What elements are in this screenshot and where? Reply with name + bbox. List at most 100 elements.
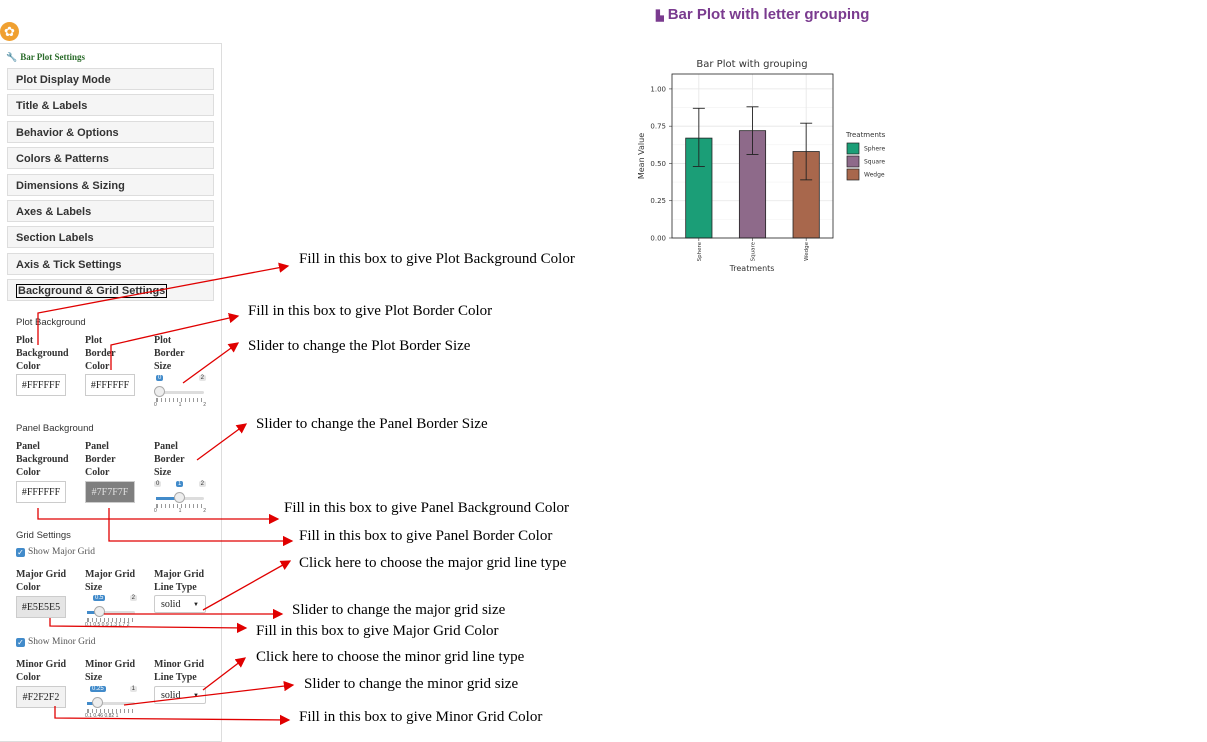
arrow-minor-size: [123, 680, 295, 706]
accordion-title-labels[interactable]: Title & Labels: [7, 94, 214, 116]
slider-max: 2: [198, 481, 206, 487]
accordion-section-labels[interactable]: Section Labels: [7, 226, 214, 248]
x-tick-label: Sphere: [697, 241, 703, 261]
major-grid-color-label: Major Grid Color: [16, 569, 67, 593]
panel-border-color-input[interactable]: #7F7F7F: [85, 481, 135, 503]
grid-settings-section-label: Grid Settings: [16, 530, 71, 541]
bar-chart: Bar Plot with grouping Mean Value Treatm…: [637, 59, 886, 273]
accordion-background-grid-settings[interactable]: Background & Grid Settings: [7, 279, 214, 301]
panel-border: [671, 73, 834, 239]
x-tick-label: Wedge: [804, 241, 810, 260]
annotation-minor-size: Slider to change the minor grid size: [304, 676, 519, 692]
minor-grid-line-type-label: Minor Grid Line Type: [154, 659, 205, 683]
chart-y-axis-label: Mean Value: [637, 133, 646, 179]
slider-ticks: [156, 398, 204, 402]
legend-label-square: Square: [864, 159, 885, 166]
show-major-grid-checkbox[interactable]: ✓ Show Major Grid: [16, 547, 96, 557]
annotation-plot-bg: Fill in this box to give Plot Background…: [299, 251, 575, 267]
panel-border-color-label: Panel Border Color: [85, 441, 116, 478]
arrow-plot-border-size: [182, 342, 240, 384]
slider-track: [87, 702, 135, 705]
bar-wedge: [792, 151, 820, 239]
annotation-panel-border-size: Slider to change the Panel Border Size: [256, 416, 488, 432]
legend-key-sphere: [846, 142, 860, 155]
slider-handle[interactable]: [174, 492, 185, 503]
minor-grid-size-slider[interactable]: 0.25 1 0.1 0.46 0.82 1: [85, 686, 137, 728]
legend-title: Treatments: [845, 131, 886, 139]
minor-grid-color-input[interactable]: #F2F2F2: [16, 686, 66, 708]
arrow-panel-border: [108, 508, 294, 547]
y-tick-label: 0.00: [650, 235, 666, 243]
slider-handle[interactable]: [92, 697, 103, 708]
accordion-axes-labels[interactable]: Axes & Labels: [7, 200, 214, 222]
major-grid-size-label: Major Grid Size: [85, 569, 136, 593]
chart-title: Bar Plot with grouping: [696, 59, 807, 70]
panel-bg-color-label: Panel Background Color: [16, 441, 69, 478]
slider-fill: [87, 611, 99, 614]
plot-border-color-label: Plot Border Color: [85, 335, 116, 372]
slider-value: 0.5: [93, 595, 106, 601]
slider-track: [87, 611, 135, 614]
slider-fill: [156, 497, 180, 500]
arrow-panel-border-size: [196, 423, 248, 461]
checkbox-check-icon[interactable]: ✓: [16, 638, 25, 647]
annotation-major-size: Slider to change the major grid size: [292, 602, 506, 618]
plot-bg-color-label: Plot Background Color: [16, 335, 69, 372]
checkbox-check-icon[interactable]: ✓: [16, 548, 25, 557]
settings-sidebar: 🔧 Bar Plot Settings Plot Display Mode Tit…: [0, 43, 222, 742]
bar-chart-icon: ▙: [656, 11, 664, 22]
legend-key-square: [846, 155, 860, 168]
accordion-axis-tick-settings[interactable]: Axis & Tick Settings: [7, 253, 214, 275]
y-tick-label: 0.50: [650, 160, 666, 168]
arrow-minor-type: [202, 657, 247, 691]
legend-label-wedge: Wedge: [864, 172, 885, 179]
y-tick-label: 0.25: [650, 197, 666, 205]
accordion-colors-patterns[interactable]: Colors & Patterns: [7, 147, 214, 169]
annotation-major-color: Fill in this box to give Major Grid Colo…: [256, 623, 499, 639]
accordion-dimensions-sizing[interactable]: Dimensions & Sizing: [7, 174, 214, 196]
arrow-panel-bg: [37, 508, 280, 525]
slider-max: 1: [129, 686, 137, 692]
legend-key-wedge: [846, 168, 860, 181]
annotation-panel-bg: Fill in this box to give Panel Backgroun…: [284, 500, 569, 516]
arrow-plot-bg: [37, 262, 290, 345]
y-tick-label: 0.75: [650, 123, 666, 131]
settings-gear-icon[interactable]: ✿: [0, 22, 19, 41]
show-minor-grid-checkbox[interactable]: ✓ Show Minor Grid: [16, 637, 96, 647]
major-grid-line-type-select[interactable]: solid ▼: [154, 595, 206, 613]
plot-bg-color-input[interactable]: #FFFFFF: [16, 374, 66, 396]
annotation-major-type: Click here to choose the major grid line…: [299, 555, 567, 571]
slider-handle[interactable]: [94, 606, 105, 617]
arrow-plot-border: [110, 312, 240, 370]
major-grid-size-slider[interactable]: 0.5 2 0.1 0.5 0.9 1.3 1.7 2: [85, 595, 137, 637]
major-grid-color-input[interactable]: #E5E5E5: [16, 596, 66, 618]
arrow-major-color: [49, 618, 248, 634]
slider-value: 0: [156, 375, 164, 381]
slider-value: 1: [176, 481, 184, 487]
slider-min: 0: [154, 481, 162, 487]
slider-ticks: [156, 504, 204, 508]
sidebar-header: 🔧 Bar Plot Settings: [6, 52, 86, 62]
slider-max: 2: [129, 595, 137, 601]
plot-background-section-label: Plot Background: [16, 317, 86, 328]
slider-handle[interactable]: [154, 386, 165, 397]
panel-border-size-label: Panel Border Size: [154, 441, 185, 478]
chevron-down-icon: ▼: [193, 602, 199, 608]
accordion-plot-display-mode[interactable]: Plot Display Mode: [7, 68, 214, 90]
major-grid-line-type-label: Major Grid Line Type: [154, 569, 205, 593]
legend-label-sphere: Sphere: [864, 146, 885, 153]
y-tick-label: 1.00: [650, 85, 666, 93]
annotation-panel-border: Fill in this box to give Panel Border Co…: [299, 528, 553, 544]
plot-border-color-input[interactable]: #FFFFFF: [85, 374, 135, 396]
arrow-major-type: [202, 560, 292, 611]
panel-bg-color-input[interactable]: #FFFFFF: [16, 481, 66, 503]
annotation-plot-border-size: Slider to change the Plot Border Size: [248, 338, 471, 354]
accordion-behavior-options[interactable]: Behavior & Options: [7, 121, 214, 143]
slider-track: [156, 391, 204, 394]
slider-tick-labels: 0.1 0.46 0.82 1: [85, 713, 119, 719]
slider-ticks: [87, 618, 135, 622]
